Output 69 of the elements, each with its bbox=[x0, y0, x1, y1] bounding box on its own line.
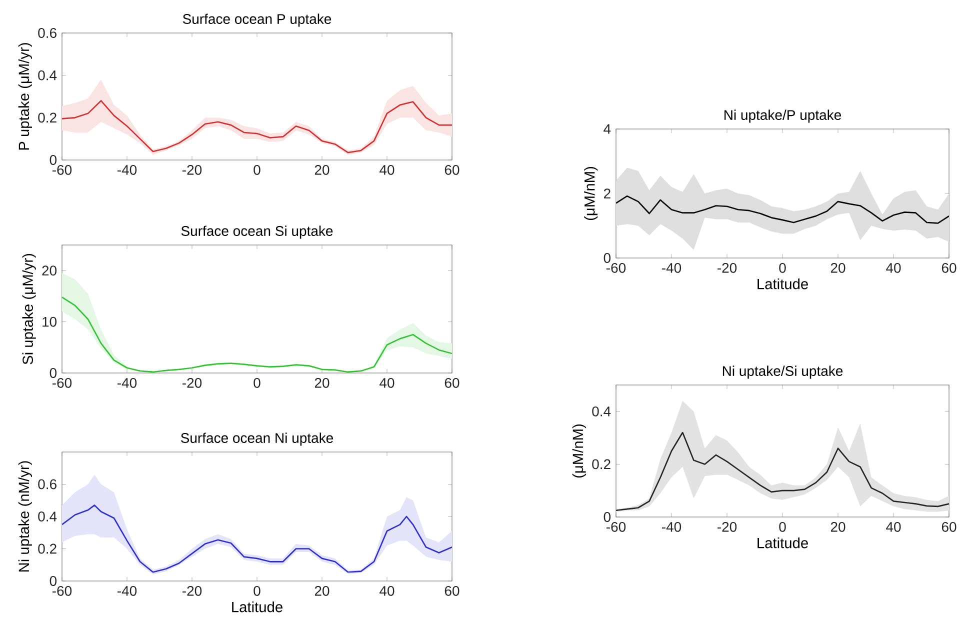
x-tick-label: -20 bbox=[182, 586, 202, 596]
y-axis-title: Ni uptake (nM/yr) bbox=[18, 461, 32, 572]
x-tick-label: -20 bbox=[718, 262, 737, 273]
y-tick-label: 10 bbox=[42, 316, 57, 327]
chart-title: Surface ocean P uptake bbox=[182, 14, 332, 27]
x-tick-label: 40 bbox=[886, 522, 901, 532]
x-tick-label: -60 bbox=[52, 164, 72, 175]
x-tick-label: 40 bbox=[380, 586, 394, 596]
line-series bbox=[62, 296, 452, 373]
y-tick-label: 0 bbox=[50, 576, 57, 586]
x-tick-label: 20 bbox=[314, 164, 330, 175]
y-tick-label: 2 bbox=[604, 188, 610, 198]
y-tick-label: 0 bbox=[50, 155, 57, 165]
x-tick-label: -40 bbox=[118, 378, 137, 388]
x-tick-label: -40 bbox=[662, 522, 682, 532]
y-tick-label: 0.4 bbox=[38, 512, 57, 522]
x-tick-label: -60 bbox=[606, 262, 626, 273]
y-tick-label: 0 bbox=[604, 253, 611, 263]
x-tick-label: 40 bbox=[886, 262, 901, 273]
y-tick-label: 4 bbox=[604, 124, 611, 134]
chart-title: Surface ocean Ni uptake bbox=[180, 432, 333, 446]
y-tick-label: 0 bbox=[50, 368, 57, 378]
line-series bbox=[62, 100, 452, 154]
y-tick-label: 0.4 bbox=[592, 406, 611, 416]
x-tick-label: -20 bbox=[718, 522, 737, 532]
line-series bbox=[62, 504, 452, 573]
x-tick-label: -40 bbox=[118, 586, 137, 596]
y-tick-label: 0.6 bbox=[38, 28, 56, 38]
y-axis-title: (μM/nM) bbox=[584, 166, 598, 220]
chart-title: Ni uptake/Si uptake bbox=[722, 366, 843, 379]
x-tick-label: 0 bbox=[254, 378, 260, 388]
x-axis-title: Latitude bbox=[758, 537, 808, 548]
x-tick-label: 0 bbox=[779, 262, 786, 273]
x-tick-label: -60 bbox=[52, 378, 72, 388]
x-tick-label: -40 bbox=[662, 262, 682, 273]
x-tick-label: 0 bbox=[779, 522, 786, 532]
y-axis-title: (μM/nM) bbox=[572, 424, 586, 478]
y-tick-label: 0.6 bbox=[38, 479, 56, 490]
x-tick-label: 60 bbox=[942, 262, 956, 273]
x-tick-label: 60 bbox=[942, 522, 956, 532]
x-tick-label: 20 bbox=[830, 522, 846, 532]
x-tick-label: 0 bbox=[254, 586, 260, 596]
x-tick-label: 40 bbox=[380, 164, 394, 175]
chart-title: Ni uptake/P uptake bbox=[724, 110, 841, 123]
x-tick-label: 20 bbox=[314, 378, 330, 388]
y-axis-title: Si uptake (μM/yr) bbox=[22, 254, 36, 364]
y-tick-label: 0.2 bbox=[38, 112, 56, 123]
x-axis-title: Latitude bbox=[232, 601, 282, 612]
x-tick-label: 60 bbox=[444, 378, 460, 388]
y-tick-label: 0.2 bbox=[38, 544, 56, 554]
y-axis-title: P uptake (μM/yr) bbox=[18, 43, 32, 150]
x-axis-title: Latitude bbox=[758, 278, 808, 290]
y-tick-label: 0.4 bbox=[38, 70, 57, 80]
x-tick-label: -60 bbox=[606, 522, 626, 532]
line-series bbox=[616, 432, 950, 512]
line-series bbox=[616, 195, 950, 224]
x-tick-label: 60 bbox=[444, 164, 460, 175]
x-tick-label: 0 bbox=[254, 164, 260, 175]
y-tick-label: 0.2 bbox=[592, 459, 610, 470]
x-tick-label: 40 bbox=[380, 378, 394, 388]
chart-title: Surface ocean Si uptake bbox=[181, 226, 333, 239]
y-tick-label: 0 bbox=[604, 512, 611, 522]
x-tick-label: -40 bbox=[118, 164, 137, 175]
x-tick-label: 60 bbox=[444, 586, 460, 596]
x-tick-label: -60 bbox=[52, 586, 72, 596]
x-tick-label: -20 bbox=[182, 164, 202, 175]
x-tick-label: 20 bbox=[830, 262, 846, 273]
x-tick-label: 20 bbox=[314, 586, 330, 596]
x-tick-label: -20 bbox=[182, 378, 202, 388]
